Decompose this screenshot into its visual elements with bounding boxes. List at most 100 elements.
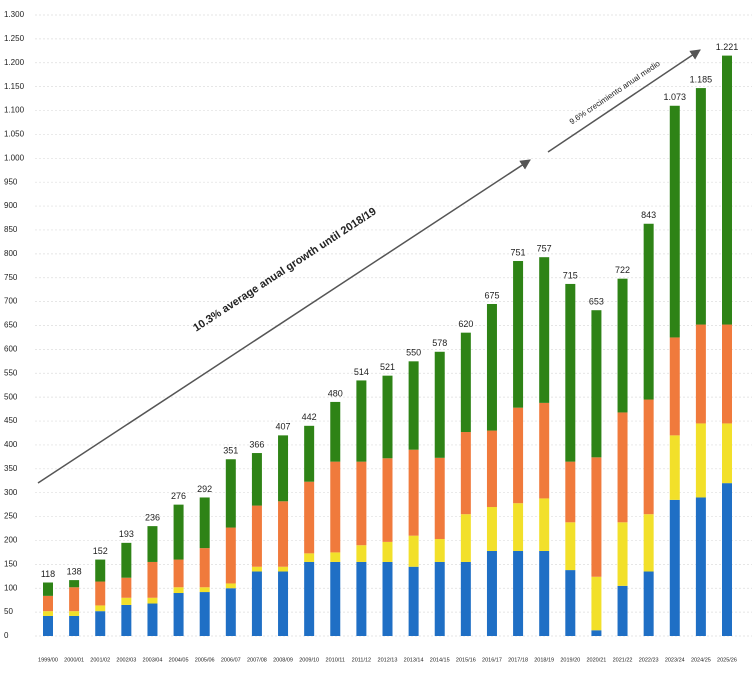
bar-segment (382, 458, 393, 542)
x-tick-label: 2001/02 (90, 657, 110, 663)
y-tick-label: 750 (4, 273, 18, 282)
bar-segment (695, 497, 706, 636)
y-tick-label: 250 (4, 512, 18, 521)
bar-segment (591, 576, 602, 631)
growth-arrow (37, 159, 531, 484)
bar-segment (722, 423, 732, 484)
bar-segment (565, 522, 576, 571)
growth-arrow (547, 49, 701, 153)
bar-segment (486, 304, 497, 431)
total-label: 578 (432, 338, 447, 348)
bar-segment (147, 526, 158, 562)
bar-segment (565, 283, 576, 462)
x-tick-label: 2025/26 (717, 657, 737, 663)
bar-segment (330, 461, 341, 553)
x-tick-label: 2023/24 (665, 657, 685, 663)
x-tick-label: 2006/07 (221, 657, 241, 663)
bar-segment (565, 570, 576, 636)
y-tick-label: 1.300 (4, 10, 25, 19)
bar-segment (539, 402, 550, 499)
total-label: 193 (119, 529, 134, 539)
bar-segment (278, 571, 289, 636)
bar-segment (539, 550, 550, 636)
x-tick-label: 2020/21 (586, 657, 606, 663)
bar-segment (69, 615, 80, 636)
total-label: 480 (328, 388, 343, 398)
bar-segment (513, 550, 524, 636)
bar-segment (95, 581, 106, 606)
bar-segment (95, 611, 106, 636)
y-tick-label: 600 (4, 344, 18, 353)
bar-segment (539, 498, 550, 551)
y-tick-label: 200 (4, 536, 18, 545)
bar-segment (43, 615, 53, 636)
bar-segment (669, 435, 680, 500)
bar-segment (617, 585, 628, 636)
x-tick-label: 2005/06 (195, 657, 215, 663)
bar-segment (460, 432, 471, 515)
total-label: 118 (41, 569, 55, 579)
total-label: 675 (484, 290, 499, 300)
total-label: 620 (458, 319, 473, 329)
bar-segment (617, 522, 628, 586)
total-label: 1.073 (664, 92, 687, 102)
bar-segment (539, 257, 550, 403)
bar-segment (591, 457, 602, 577)
x-tick-label: 2011/12 (352, 657, 371, 663)
x-tick-label: 2007/08 (247, 657, 267, 663)
y-tick-label: 150 (4, 559, 18, 568)
bar-segment (513, 503, 524, 551)
x-tick-label: 2019/20 (560, 657, 580, 663)
bar-segment (147, 603, 158, 636)
total-label: 757 (537, 244, 552, 254)
x-tick-label: 2013/14 (404, 657, 424, 663)
bar-segment (225, 527, 236, 584)
bar-segment (643, 514, 654, 572)
y-tick-label: 1.250 (4, 34, 25, 43)
x-tick-label: 1999/00 (38, 657, 58, 663)
bar-segment (617, 278, 628, 413)
x-tick-label: 2008/09 (273, 657, 293, 663)
bar-segment (147, 597, 158, 604)
bar-segment (486, 430, 497, 508)
bars: 118 1999/00 138 2000/01 152 2001/02 193 2002/03… (38, 42, 738, 663)
bar-segment (617, 412, 628, 523)
bar-segment (356, 380, 367, 462)
y-tick-label: 800 (4, 249, 18, 258)
bar-segment (69, 611, 80, 616)
y-tick-label: 0 (4, 631, 9, 640)
x-tick-label: 2022/23 (639, 657, 659, 663)
bar-segment (513, 407, 524, 504)
bar-segment (43, 595, 53, 612)
x-tick-label: 2003/04 (143, 657, 163, 663)
bar-segment (251, 571, 262, 636)
bar-segment (173, 587, 184, 594)
total-label: 1.185 (690, 74, 713, 84)
x-tick-label: 2015/16 (456, 657, 476, 663)
bar-segment (225, 588, 236, 636)
bar-segment (69, 587, 80, 612)
bar-segment (304, 561, 315, 636)
bar-segment (486, 507, 497, 551)
total-label: 521 (380, 362, 395, 372)
bar-segment (95, 605, 106, 612)
bar-segment (434, 457, 445, 540)
bar-segment (565, 461, 576, 523)
bar-segment (408, 449, 419, 536)
bar-segment (173, 593, 184, 636)
bar-segment (121, 542, 132, 578)
bar-segment (486, 550, 497, 636)
y-tick-label: 1.200 (4, 58, 25, 67)
x-tick-label: 2010/11 (326, 657, 345, 663)
bar-segment (669, 105, 680, 338)
y-tick-label: 1.150 (4, 82, 25, 91)
y-tick-label: 550 (4, 368, 18, 377)
bar-segment (408, 535, 419, 567)
grid: 0 50 100 150 200 250 300 350 400 450 500 550 600 650 7… (4, 10, 752, 640)
bar-segment (591, 310, 602, 458)
total-label: 152 (93, 546, 108, 556)
bar-segment (643, 399, 654, 515)
bar-segment (121, 597, 132, 605)
x-tick-label: 2012/13 (378, 657, 398, 663)
